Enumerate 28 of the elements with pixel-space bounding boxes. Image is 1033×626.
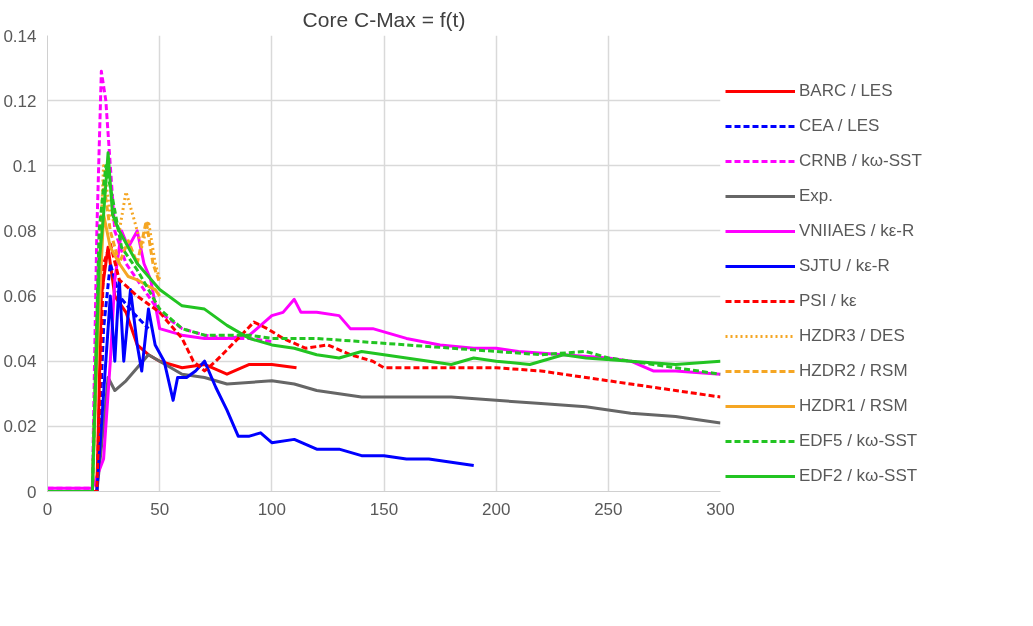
legend-label: VNIIAES / kε-R [799,221,915,241]
y-tick-label: 0.08 [3,221,37,241]
legend-label: BARC / LES [799,81,893,101]
y-tick-label: 0.12 [3,91,37,111]
legend-label: HZDR2 / RSM [799,361,908,381]
chart-title: Core C-Max = f(t) [302,7,466,31]
x-tick-label: 150 [369,499,399,519]
legend-label: CEA / LES [799,116,880,136]
x-tick-label: 200 [481,499,511,519]
legend-label: EDF5 / kω-SST [799,431,918,451]
legend-label: HZDR3 / DES [799,326,905,346]
legend-label: PSI / kε [799,291,857,311]
y-tick-label: 0.06 [3,287,37,307]
x-tick-label: 0 [42,499,53,519]
legend-label: HZDR1 / RSM [799,396,908,416]
x-tick-label: 300 [706,499,735,519]
x-tick-label: 50 [150,499,170,519]
y-tick-label: 0.02 [3,417,37,437]
legend-label: CRNB / kω-SST [799,151,922,171]
legend-label: EDF2 / kω-SST [799,466,918,486]
legend-label: SJTU / kε-R [799,256,890,276]
y-tick-label: 0 [27,482,37,502]
x-tick-label: 250 [594,499,623,519]
y-tick-label: 0.1 [12,156,37,176]
x-tick-label: 100 [257,499,287,519]
y-tick-label: 0.14 [3,26,37,46]
y-tick-label: 0.04 [3,352,37,372]
legend-label: Exp. [799,186,834,206]
